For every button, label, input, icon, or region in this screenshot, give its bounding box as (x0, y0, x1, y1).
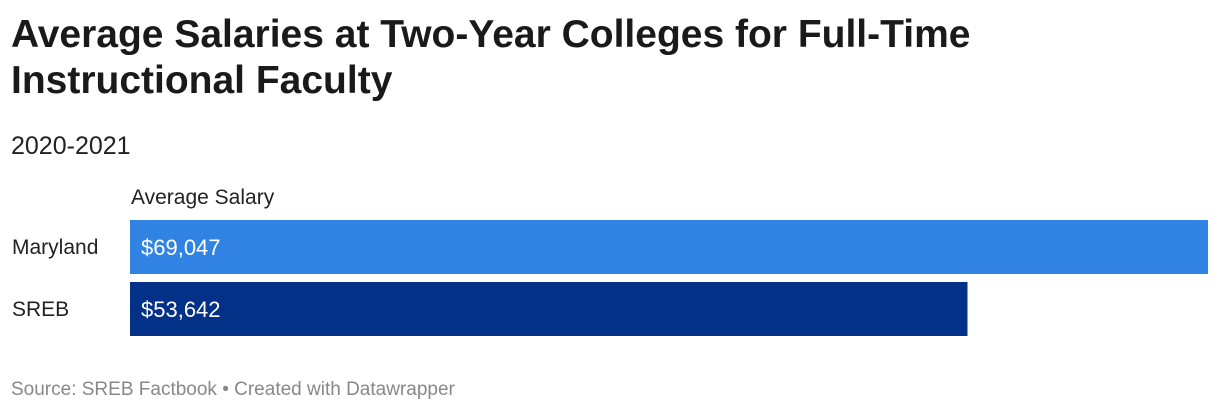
chart-subtitle: 2020-2021 (11, 132, 131, 160)
source-footer: Source: SREB Factbook • Created with Dat… (11, 379, 455, 400)
chart-title: Average Salaries at Two-Year Colleges fo… (11, 13, 971, 102)
bar-sreb (130, 282, 968, 336)
category-label-sreb: SREB (12, 298, 69, 321)
category-label-maryland: Maryland (12, 236, 98, 259)
value-label-maryland: $69,047 (141, 235, 221, 260)
value-label-sreb: $53,642 (141, 297, 221, 322)
column-header: Average Salary (131, 186, 275, 209)
bar-chart: Maryland $69,047 SREB $53,642 (12, 220, 1208, 336)
bar-maryland (130, 220, 1208, 274)
